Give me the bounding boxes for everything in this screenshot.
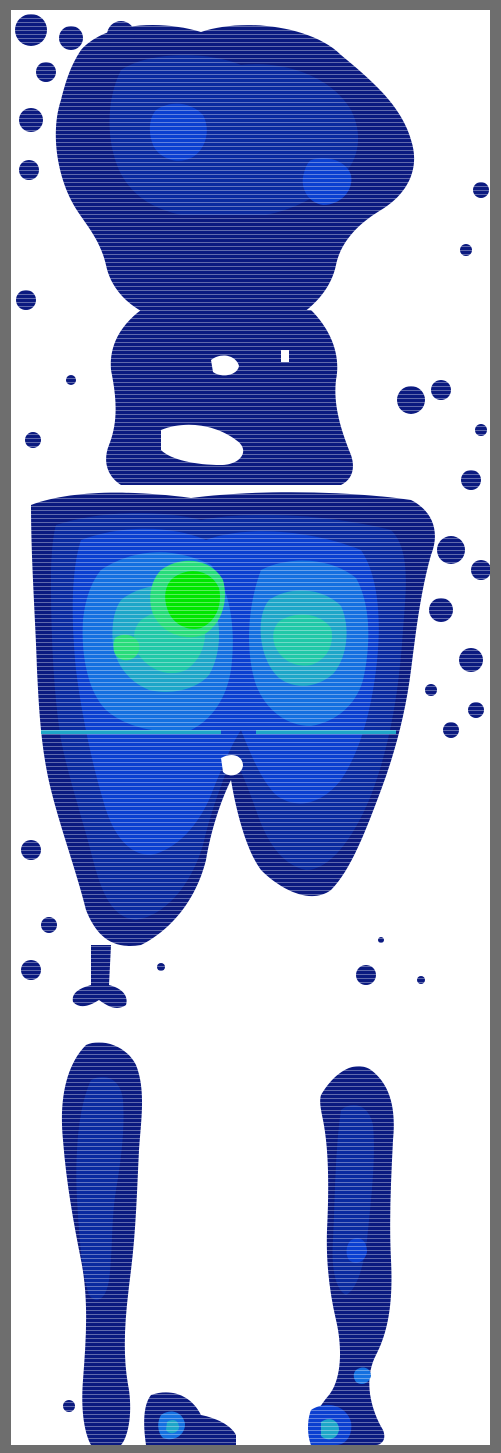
pressure-heatmap-canvas [11,10,490,1445]
scanline-overlay [11,10,490,1445]
